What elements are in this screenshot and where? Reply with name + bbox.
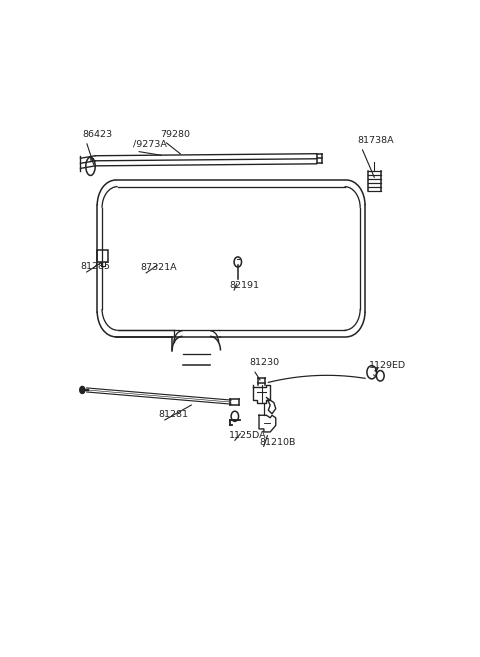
Text: 82191: 82191 (229, 281, 259, 290)
Text: 81285: 81285 (81, 262, 110, 271)
Text: 81230: 81230 (250, 358, 280, 367)
Text: 87321A: 87321A (140, 263, 177, 272)
Text: /9273A: /9273A (132, 140, 167, 148)
FancyBboxPatch shape (97, 250, 108, 262)
Text: 86423: 86423 (83, 129, 112, 139)
Text: 81210B: 81210B (259, 438, 295, 447)
Text: 1129ED: 1129ED (369, 361, 406, 370)
Text: 81738A: 81738A (358, 135, 394, 145)
Text: 79280: 79280 (160, 129, 191, 139)
Circle shape (80, 386, 85, 394)
Text: 1125DA: 1125DA (229, 431, 267, 440)
Text: 81281: 81281 (158, 410, 189, 419)
